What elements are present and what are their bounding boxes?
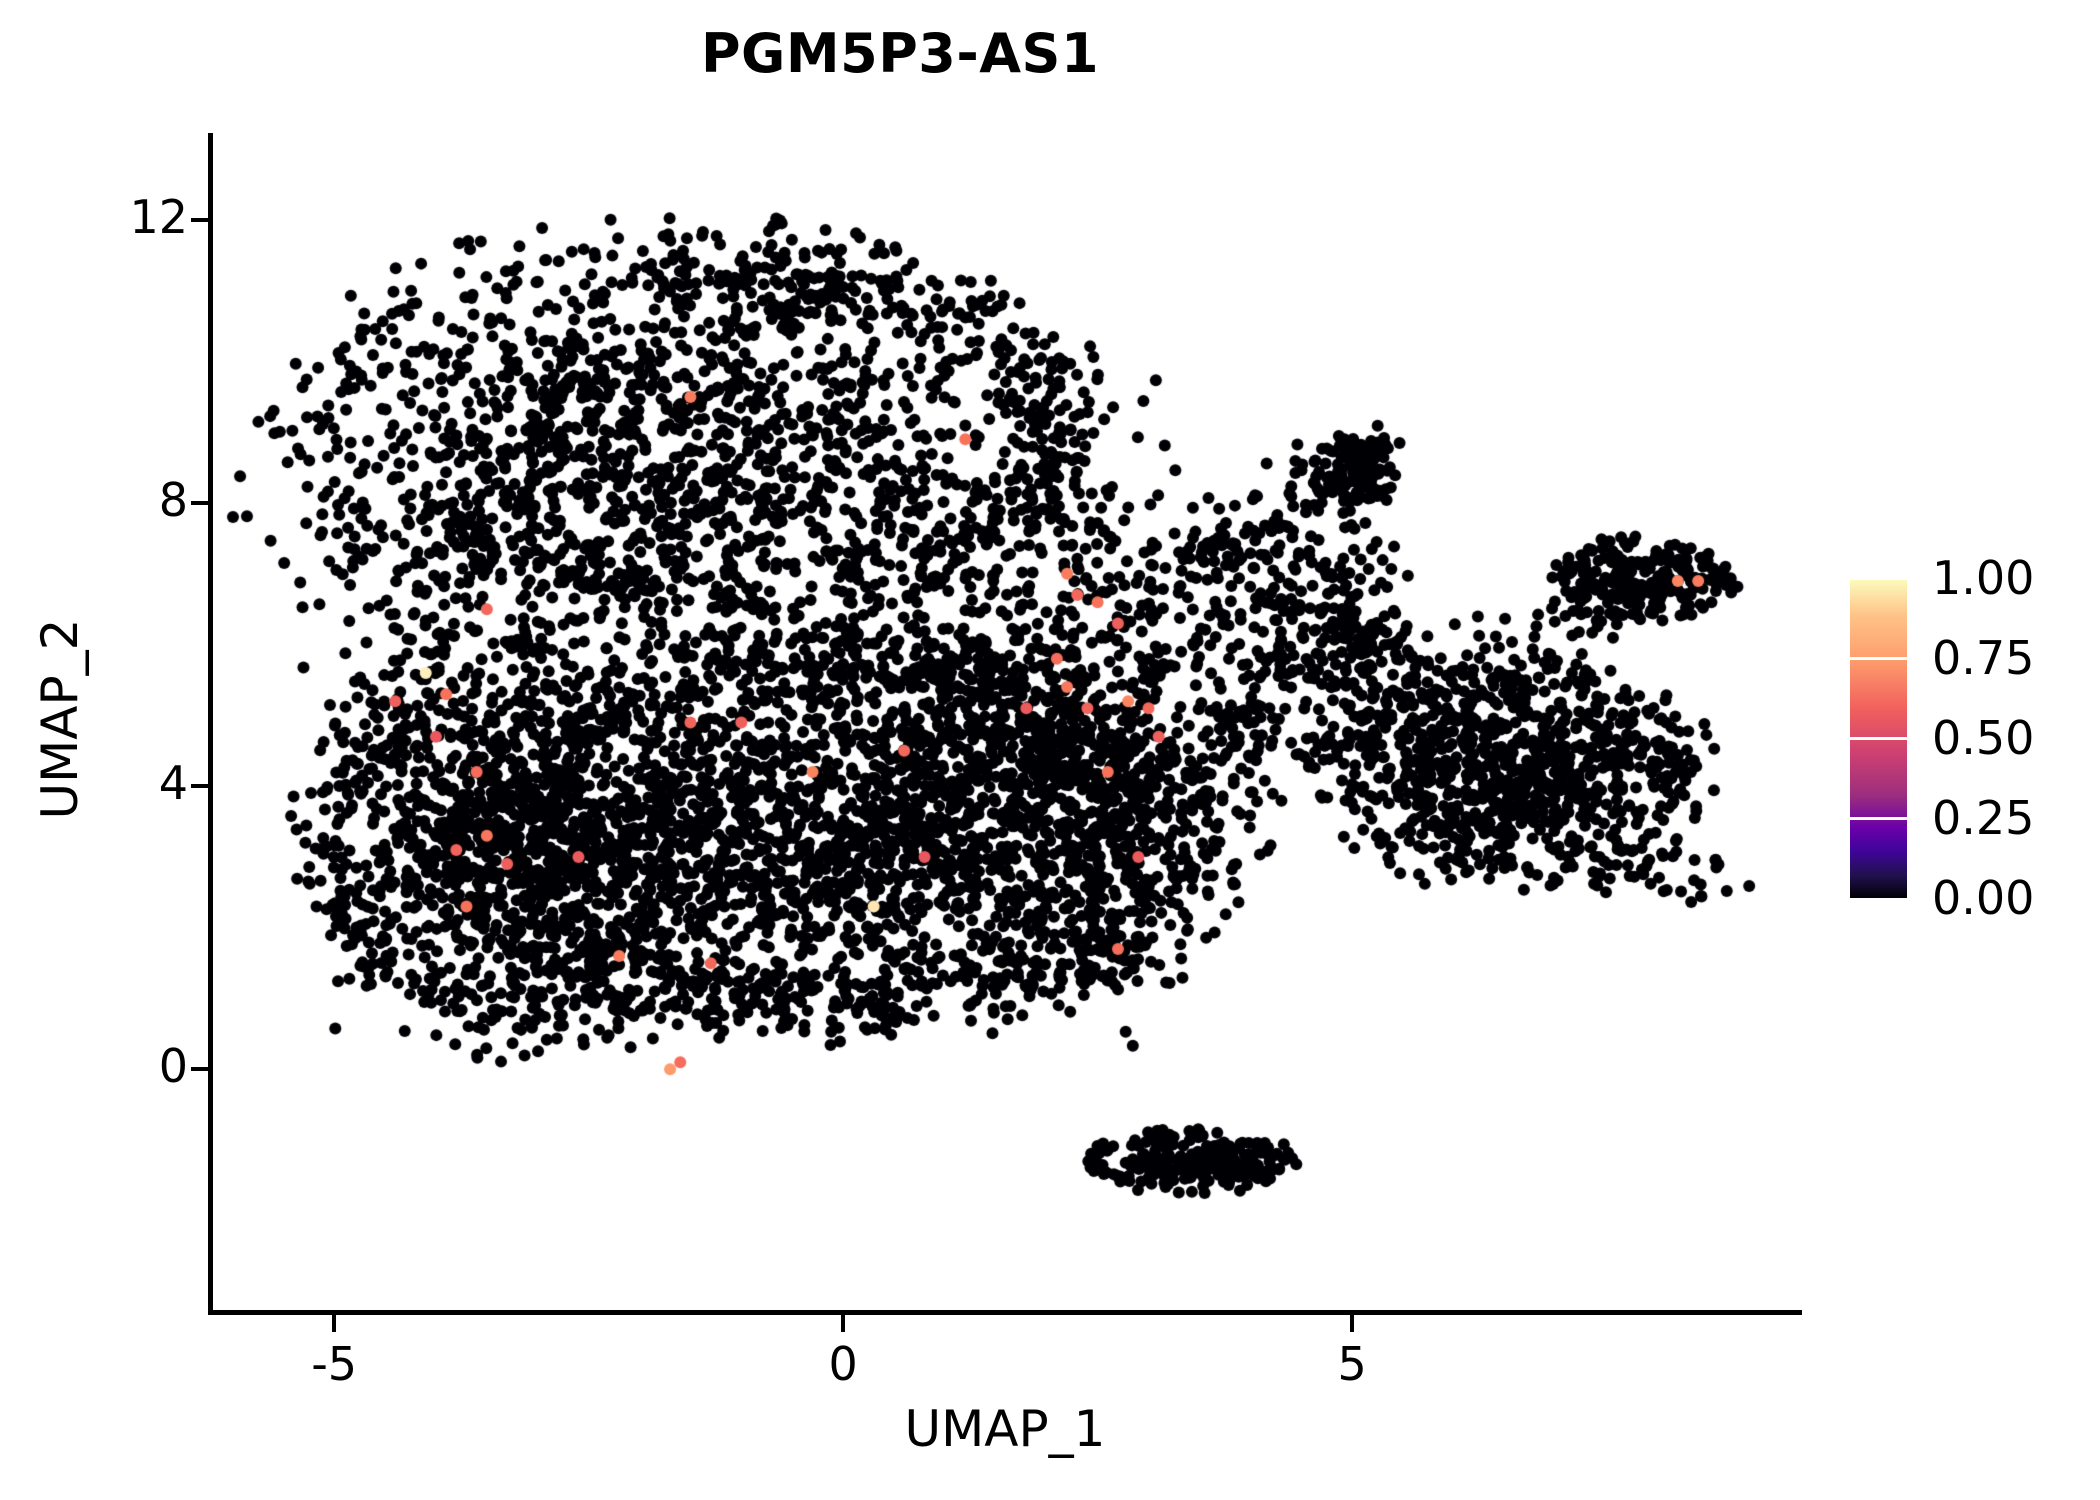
scatter-plot-canvas (212, 135, 1800, 1310)
y-tick-label: 12 (129, 189, 188, 244)
y-tick-label: 8 (158, 473, 188, 528)
x-tick-mark (332, 1315, 337, 1332)
x-tick-label: -5 (311, 1337, 358, 1391)
y-tick-mark (191, 501, 208, 506)
colorbar-tick-mark (1850, 817, 1907, 820)
y-tick-mark (191, 1067, 208, 1072)
y-tick-mark (191, 217, 208, 222)
y-tick-label: 4 (158, 756, 188, 811)
x-tick-label: 5 (1337, 1337, 1367, 1391)
y-axis-label: UMAP_2 (31, 618, 89, 820)
colorbar-tick-mark (1850, 577, 1907, 580)
colorbar-tick-label: 0.75 (1932, 631, 2035, 685)
colorbar-tick-label: 0.00 (1932, 871, 2035, 925)
x-tick-mark (841, 1315, 846, 1332)
colorbar: 0.00 0.25 0.50 0.75 1.00 (1850, 551, 2100, 925)
y-tick-label: 0 (158, 1039, 188, 1094)
colorbar-tick-mark (1850, 657, 1907, 660)
x-tick-label: 0 (828, 1337, 858, 1391)
y-axis-spine (208, 133, 213, 1315)
x-axis-label: UMAP_1 (904, 1400, 1106, 1458)
colorbar-tick-label: 0.25 (1932, 791, 2035, 845)
colorbar-tick-label: 1.00 (1932, 551, 2035, 605)
x-tick-mark (1350, 1315, 1355, 1332)
plot-area (212, 135, 1800, 1310)
colorbar-tick-label: 0.50 (1932, 711, 2035, 765)
page-title: PGM5P3-AS1 (700, 22, 1100, 85)
colorbar-tick-mark (1850, 737, 1907, 740)
x-axis-spine (208, 1310, 1802, 1315)
y-tick-mark (191, 784, 208, 789)
